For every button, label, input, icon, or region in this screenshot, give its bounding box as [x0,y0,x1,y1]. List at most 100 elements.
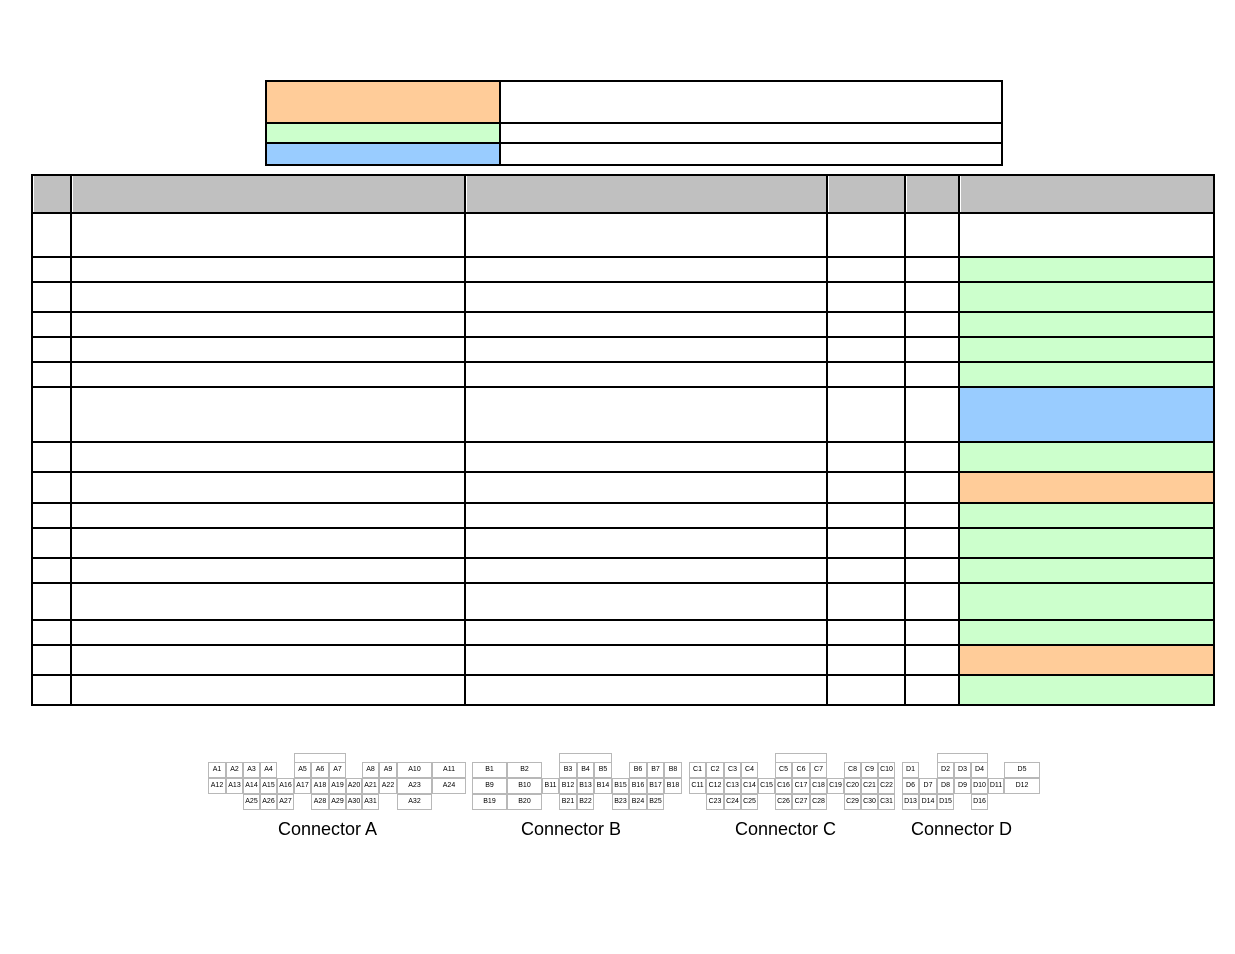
connector-pin-c16: C16 [775,778,792,794]
status-cell [958,311,1215,339]
connector-pin-d9: D9 [954,778,971,794]
table-cell [464,336,828,364]
table-cell [826,361,906,389]
table-cell [904,311,960,339]
connector-pin-c19: C19 [827,778,844,794]
status-cell [958,211,1215,259]
table-cell [464,441,828,474]
table-cell [31,361,72,389]
table-cell [70,311,466,339]
connector-pin-b12: B12 [559,778,577,794]
table-cell [904,581,960,621]
connector-pin-c9: C9 [861,762,878,778]
connector-pin-c30: C30 [861,794,878,810]
status-cell [958,336,1215,364]
table-body [31,211,1215,707]
connector-pin-a17: A17 [294,778,311,794]
connector-pin-c10: C10 [878,762,895,778]
connector-pin-c6: C6 [792,762,810,778]
table-cell [70,618,466,646]
connector-pin-c4: C4 [741,762,758,778]
connector-pin-d4: D4 [971,762,988,778]
status-cell [958,526,1215,559]
connector-pin-a30: A30 [346,794,362,810]
connector-pin-b7: B7 [647,762,664,778]
connector-pin-c12: C12 [706,778,724,794]
table-row [31,618,1215,646]
table-row [31,211,1215,259]
connector-pin-b10: B10 [507,778,542,794]
table-cell [31,618,72,646]
connector-pin-a9: A9 [379,762,397,778]
legend-swatch-blue [265,142,501,166]
table-cell [464,526,828,559]
connector-pin-a14: A14 [243,778,260,794]
legend-description-orange [499,80,1003,124]
legend-description-green [499,121,1003,145]
connector-a-key-tab [294,753,346,762]
connector-pin-b8: B8 [664,762,682,778]
connector-pin-b16: B16 [629,778,647,794]
connector-pin-c31: C31 [878,794,895,810]
table-cell [464,281,828,314]
connector-pin-c28: C28 [810,794,827,810]
table-cell [464,501,828,529]
status-cell [958,618,1215,646]
connector-pin-b4: B4 [577,762,594,778]
table-cell [904,673,960,707]
table-cell [826,256,906,284]
status-cell [958,441,1215,474]
table-cell [904,643,960,676]
table-cell [70,211,466,259]
connector-pin-a21: A21 [362,778,379,794]
connector-pin-c22: C22 [878,778,895,794]
connector-pin-a18: A18 [311,778,329,794]
table-cell [826,386,906,444]
table-row [31,256,1215,284]
connector-pin-a19: A19 [329,778,346,794]
connector-pin-c26: C26 [775,794,792,810]
table-cell [31,311,72,339]
status-cell [958,581,1215,621]
table-cell [31,501,72,529]
connector-pin-b13: B13 [577,778,594,794]
table-cell [70,643,466,676]
table-cell [31,471,72,504]
table-cell [904,361,960,389]
status-cell [958,643,1215,676]
table-cell [904,556,960,584]
connector-pin-b6: B6 [629,762,647,778]
header-cell-6 [958,174,1215,214]
header-cell-4 [826,174,906,214]
table-row [31,501,1215,529]
table-row [31,556,1215,584]
connector-pin-a15: A15 [260,778,277,794]
table-cell [904,211,960,259]
connector-pin-d1: D1 [902,762,919,778]
table-cell [826,336,906,364]
table-cell [904,336,960,364]
connector-pin-a11: A11 [432,762,466,778]
table-cell [31,673,72,707]
connector-pin-b17: B17 [647,778,664,794]
table-cell [904,256,960,284]
connector-pin-b9: B9 [472,778,507,794]
table-row [31,471,1215,504]
connector-pin-c27: C27 [792,794,810,810]
legend-swatch-green [265,121,501,145]
connector-pin-a22: A22 [379,778,397,794]
table-cell [464,643,828,676]
table-cell [70,556,466,584]
connector-pin-c23: C23 [706,794,724,810]
table-cell [70,471,466,504]
connector-pin-c20: C20 [844,778,861,794]
status-cell [958,501,1215,529]
connector-pin-a4: A4 [260,762,277,778]
table-row [31,441,1215,474]
table-row [31,643,1215,676]
pinout-table [31,174,1215,707]
table-cell [826,618,906,646]
connector-pin-b21: B21 [559,794,577,810]
connector-pin-a27: A27 [277,794,294,810]
table-cell [464,581,828,621]
